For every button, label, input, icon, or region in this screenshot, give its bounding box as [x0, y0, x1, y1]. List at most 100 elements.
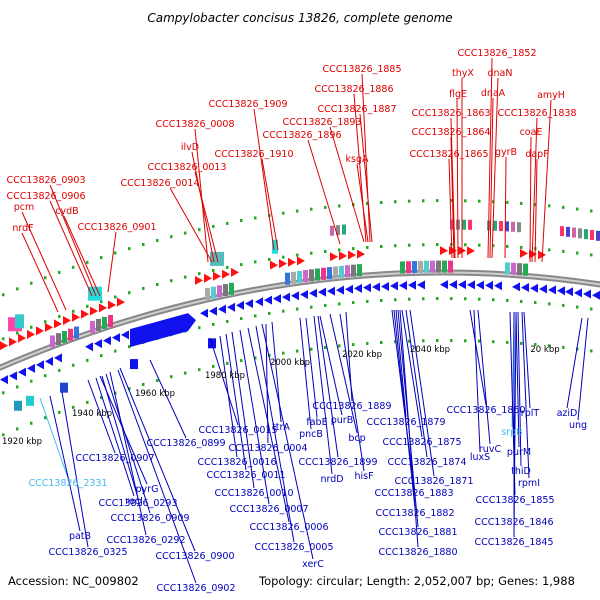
reverse-gene	[399, 281, 407, 291]
gene-label[interactable]: CCC13826_1882	[375, 508, 454, 519]
gene-label[interactable]: amyH	[537, 90, 565, 101]
tick-dot	[324, 345, 327, 349]
gene-label[interactable]: xerC	[302, 559, 324, 570]
gene-label[interactable]: CCC13826_0015	[198, 425, 277, 436]
gene-label[interactable]: thyX	[452, 68, 474, 79]
reverse-gene	[372, 282, 380, 292]
gene-label[interactable]: CCC13826_0014	[120, 178, 199, 189]
gene-label[interactable]: CCC13826_1875	[382, 437, 461, 448]
gene-label[interactable]: CCC13826_1885	[322, 64, 401, 75]
gene-label[interactable]: CCC13826_1887	[317, 104, 396, 115]
leader-line	[353, 93, 367, 243]
gene-label[interactable]: thiD	[511, 466, 531, 477]
gene-label[interactable]: CCC13826_0325	[48, 547, 127, 558]
gene-label[interactable]: CCC13826_1883	[374, 488, 453, 499]
gene-label[interactable]: flgE	[449, 89, 467, 100]
tick-dot	[240, 359, 243, 363]
gene-label[interactable]: patB	[69, 531, 91, 542]
gene-label[interactable]: CCC13826_0007	[229, 504, 308, 515]
gene-label[interactable]: purB	[331, 415, 353, 426]
gene-label[interactable]: CCC13826_1852	[457, 48, 536, 59]
gene-label[interactable]: pncB	[299, 429, 323, 440]
gene-label[interactable]: nrdD	[320, 474, 343, 485]
gene-label[interactable]: CCC13826_0292	[106, 535, 185, 546]
tick-dot	[16, 385, 19, 389]
gene-label[interactable]: CCC13826_0010	[214, 488, 293, 499]
gene-label[interactable]: CCC13826_0013	[147, 162, 226, 173]
gene-label[interactable]: CCC13826_1879	[366, 417, 445, 428]
leader-line	[61, 391, 89, 548]
gene-label[interactable]: pyrG	[136, 484, 159, 495]
gene-label[interactable]: CCC13826_0011	[206, 470, 285, 481]
feature-block	[211, 286, 216, 299]
gene-label[interactable]: ttrA	[272, 422, 290, 433]
gene-label[interactable]: CCC13826_1874	[387, 457, 466, 468]
tick-dot	[254, 216, 257, 220]
gene-label[interactable]: CCC13826_1838	[497, 108, 576, 119]
gene-label[interactable]: hisF	[354, 471, 373, 482]
gene-label[interactable]: CCC13826_2331	[28, 478, 107, 489]
feature-block	[50, 335, 55, 348]
gene-label[interactable]: cydB	[55, 206, 78, 217]
gene-label[interactable]: CCC13826_1880	[378, 547, 457, 558]
gene-label[interactable]: bcp	[348, 433, 365, 444]
gene-label[interactable]: dnaN	[488, 68, 513, 79]
gene-label[interactable]: CCC13826_1864	[411, 127, 490, 138]
tick-dot	[548, 344, 551, 348]
gene-label[interactable]: CCC13826_0006	[249, 522, 328, 533]
gene-label[interactable]: CCC13826_0909	[110, 513, 189, 524]
tick-dot	[464, 339, 467, 343]
gene-label[interactable]: CCC13826_1896	[262, 130, 341, 141]
gene-label[interactable]: CCC13826_0008	[155, 119, 234, 130]
gene-label[interactable]: CCC13826_1855	[475, 495, 554, 506]
gene-label[interactable]: CCC13826_1886	[314, 84, 393, 95]
gene-label[interactable]: CCC13826_1865	[409, 149, 488, 160]
gene-label[interactable]: rplT	[521, 408, 540, 419]
gene-label[interactable]: CCC13826_1881	[378, 527, 457, 538]
gene-label[interactable]: dapF	[525, 149, 548, 160]
gene-label[interactable]: CCC13826_0906	[6, 191, 85, 202]
gene-label[interactable]: gyrB	[495, 147, 517, 158]
tick-dot	[548, 204, 551, 208]
gene-label[interactable]: CCC13826_1899	[298, 457, 377, 468]
gene-label[interactable]: ilvD	[181, 142, 199, 153]
gene-label[interactable]: CCC13826_0016	[197, 457, 276, 468]
gene-label[interactable]: CCC13826_0907	[75, 453, 154, 464]
gene-label[interactable]: aziD	[557, 408, 578, 419]
gene-label[interactable]: CCC13826_1860	[446, 405, 525, 416]
tick-dot	[478, 297, 481, 301]
gene-label[interactable]: ruvC	[479, 444, 502, 455]
gene-label[interactable]: dnaA	[481, 88, 506, 99]
gene-label[interactable]: purM	[507, 447, 531, 458]
gene-label[interactable]: luxS	[470, 452, 490, 463]
gene-label[interactable]: CCC13826_1909	[208, 99, 287, 110]
gene-label[interactable]: recJ	[125, 496, 143, 507]
feature-block	[60, 382, 68, 393]
gene-label[interactable]: CCC13826_0900	[155, 551, 234, 562]
gene-label[interactable]: nrdF	[12, 223, 33, 234]
gene-label[interactable]: srpB	[501, 427, 522, 438]
gene-label[interactable]: coaE	[520, 127, 543, 138]
gene-label[interactable]: fabE	[306, 417, 327, 428]
gene-label[interactable]: CCC13826_1889	[312, 401, 391, 412]
gene-label[interactable]: CCC13826_0005	[254, 542, 333, 553]
gene-label[interactable]: CCC13826_1846	[474, 517, 553, 528]
leader-line	[194, 171, 219, 263]
gene-label[interactable]: CCC13826_1871	[394, 476, 473, 487]
gene-label[interactable]: CCC13826_0901	[77, 222, 156, 233]
gene-label[interactable]: ksgA	[346, 154, 369, 165]
gene-label[interactable]: pcm	[14, 202, 35, 213]
gene-label[interactable]: CCC13826_0293	[98, 498, 177, 509]
tick-dot	[436, 243, 439, 247]
gene-label[interactable]: rpmI	[518, 478, 540, 489]
gene-label[interactable]: CCC13826_1845	[474, 537, 553, 548]
gene-label[interactable]: CCC13826_1910	[214, 149, 293, 160]
reverse-gene	[245, 299, 253, 309]
gene-label[interactable]: CCC13826_1893	[282, 117, 361, 128]
gene-label[interactable]: CCC13826_0004	[228, 443, 307, 454]
gene-label[interactable]: CCC13826_0902	[156, 583, 235, 594]
gene-label[interactable]: ung	[569, 420, 587, 431]
gene-label[interactable]: CCC13826_0899	[146, 438, 225, 449]
gene-label[interactable]: CCC13826_1863	[411, 108, 490, 119]
gene-label[interactable]: CCC13826_0903	[6, 175, 85, 186]
